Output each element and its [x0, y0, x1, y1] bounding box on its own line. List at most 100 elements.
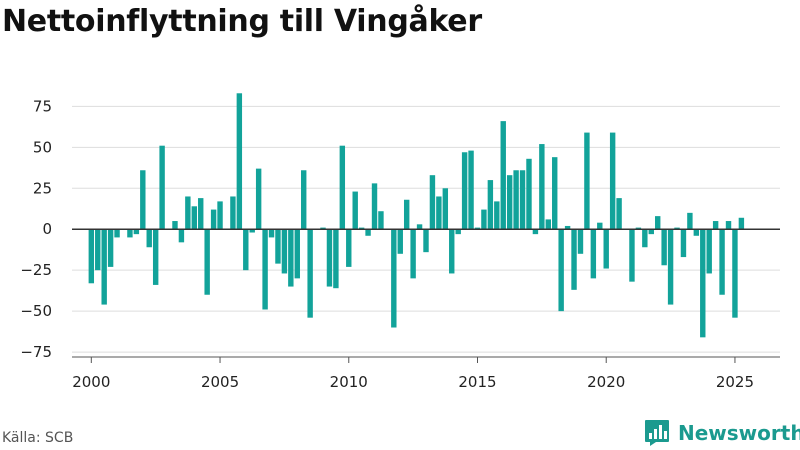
bar — [191, 206, 197, 230]
y-tick-label: 0 — [42, 220, 52, 238]
bar — [236, 93, 243, 230]
bar — [262, 229, 268, 310]
bar — [249, 229, 255, 233]
bar — [95, 229, 101, 271]
bar — [410, 229, 416, 279]
bar-chart-logo-icon — [645, 420, 669, 446]
bar — [352, 191, 358, 230]
bar — [661, 229, 667, 266]
bar — [449, 229, 455, 274]
bar — [545, 219, 551, 230]
bar — [346, 229, 352, 267]
bar — [436, 196, 442, 230]
y-tick-label: 50 — [33, 138, 52, 156]
bar — [506, 175, 513, 230]
bar — [210, 209, 217, 230]
bar — [564, 225, 571, 230]
bar — [494, 201, 500, 230]
bar — [526, 158, 532, 230]
bar — [500, 121, 506, 230]
gridlines — [72, 105, 780, 353]
bar — [294, 229, 300, 279]
bar — [552, 157, 558, 230]
bar — [719, 229, 725, 295]
bar — [590, 229, 597, 279]
bar — [532, 229, 539, 235]
source-note: Källa: SCB — [2, 430, 74, 446]
y-tick-label: −75 — [20, 343, 52, 361]
x-tick-label: 2000 — [72, 373, 110, 391]
bar — [301, 170, 307, 230]
bar — [429, 175, 436, 230]
bar — [539, 144, 545, 230]
bar — [474, 227, 481, 230]
x-tick-label: 2010 — [330, 373, 368, 391]
bar — [275, 229, 281, 264]
bar — [146, 229, 152, 248]
bar — [288, 229, 294, 287]
bar — [732, 229, 738, 318]
y-tick-label: 75 — [33, 97, 52, 115]
bar — [455, 229, 461, 235]
brand-name: Newsworthy — [678, 421, 800, 445]
y-tick-label: −50 — [20, 302, 52, 320]
bar — [326, 229, 333, 287]
bar — [642, 229, 648, 248]
bar — [339, 145, 346, 230]
bar — [655, 216, 661, 230]
bar — [307, 229, 313, 318]
bar — [281, 229, 288, 274]
bar — [204, 229, 210, 295]
bar — [667, 229, 674, 305]
bar — [442, 188, 449, 230]
bar — [487, 180, 494, 230]
bar — [198, 198, 204, 230]
bar — [481, 209, 487, 230]
bar — [88, 229, 95, 284]
bar — [255, 168, 262, 230]
bar — [101, 229, 107, 305]
bar — [114, 229, 120, 238]
bar — [629, 229, 635, 282]
tick-labels: −75 −50 −25 0 25 50 75 2000 2005 2010 2015 2020 2025 — [20, 97, 754, 391]
bar — [738, 217, 745, 230]
bar — [558, 229, 564, 312]
bar — [159, 145, 165, 230]
bar — [243, 229, 249, 271]
bar — [172, 221, 178, 230]
bar — [268, 229, 275, 238]
brand-logo: Newsworthy — [644, 419, 800, 447]
bar — [371, 183, 378, 230]
axes — [72, 228, 780, 363]
x-tick-label: 2025 — [716, 373, 754, 391]
x-tick-label: 2015 — [458, 373, 496, 391]
bar — [320, 227, 326, 230]
bar — [609, 132, 616, 230]
bar — [674, 227, 680, 230]
bar — [603, 229, 609, 269]
x-tick-label: 2020 — [587, 373, 625, 391]
bar — [571, 229, 577, 290]
y-tick-label: 25 — [33, 179, 52, 197]
x-tick-label: 2005 — [201, 373, 239, 391]
bar — [365, 229, 371, 236]
bar — [107, 229, 114, 267]
bar — [185, 196, 191, 230]
bar — [397, 229, 403, 254]
bar — [391, 229, 397, 328]
bar — [712, 221, 719, 230]
bar — [403, 199, 410, 230]
bar — [217, 201, 223, 230]
bar — [725, 221, 732, 230]
bar — [127, 229, 133, 238]
bar — [133, 229, 140, 235]
bar — [680, 229, 687, 258]
bar — [700, 229, 706, 338]
bar — [378, 211, 384, 230]
bar — [584, 132, 590, 230]
bar — [152, 229, 159, 285]
bar — [513, 170, 519, 230]
bar — [635, 227, 642, 230]
y-tick-label: −25 — [20, 261, 52, 279]
